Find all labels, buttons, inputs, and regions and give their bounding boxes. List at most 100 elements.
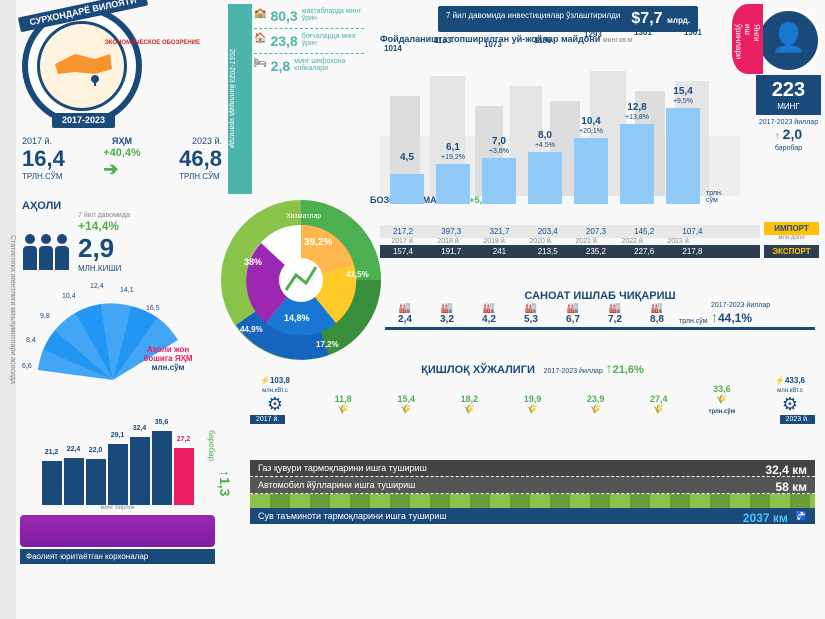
- region-emblem: СУРХОНДАРЁ ВИЛОЯТИ 2017-2023 ЭКОНОМИЧЕСК…: [22, 6, 142, 126]
- school-icon: 🏫: [254, 8, 266, 24]
- jobs-block: Янги иш ўринлари 👤 223 МИНГ 2017-2023 йи…: [756, 8, 821, 153]
- yaxm-val-to: 46,8: [179, 146, 222, 172]
- sector-donut: 39,2% 38% 14,8% 41,5% 17,2% 44,9% Хизмат…: [216, 195, 386, 365]
- period-text: 2017-2023: [62, 115, 105, 125]
- cerr-label: ЭКОНОМИЧЕСКОЕ ОБОЗРЕНИЕ: [104, 40, 200, 46]
- factory-icon: 🏭: [525, 303, 537, 314]
- factory-icon: 🏭: [441, 303, 453, 314]
- yaxm-values: 16,4 ТРЛН.СЎМ +40,4% ➔ 46,8 ТРЛН.СЎМ: [22, 146, 222, 181]
- gas-road: Газ қувури тармоқларини ишга тушириш 32,…: [250, 460, 815, 477]
- enterprises-block: 21,2 22,4 22,0 29,1 32,4 35,6 27,2 минг …: [20, 420, 215, 564]
- yaxm-year-to: 2023 й.: [192, 136, 222, 146]
- wheat-icon: 🌾: [401, 404, 412, 414]
- yaxm-unit-from: ТРЛН.СЎМ: [22, 172, 65, 181]
- agri-row: ⚡103,8 млн.кВт.с ⚙ 11,8🌾 15,4🌾 18,2🌾 19,…: [250, 376, 815, 415]
- trade-labels: ИМПОРТ млн.долл ЭКСПОРТ: [764, 222, 819, 258]
- yaxm-unit-to: ТРЛН.СЎМ: [179, 172, 222, 181]
- industry-row: 🏭2,4 🏭3,2 🏭4,2 🏭5,3 🏭6,7 🏭7,2 🏭8,8 трлн.…: [385, 302, 815, 325]
- pop-unit: МЛН.КИШИ: [78, 264, 130, 273]
- percap-fan: 6,6 8,4 9,8 10,4 12,4 14,1 16,5 Аҳоли жо…: [18, 275, 188, 405]
- wheat-icon: 🌾: [527, 404, 538, 414]
- investment-banner: 7 йил давомида инвестициялар ўзлаштирилд…: [438, 6, 698, 32]
- yaxm-growth: +40,4% ➔: [103, 147, 141, 180]
- yaxm-year-from: 2017 й.: [22, 136, 52, 146]
- population-block: АҲОЛИ 7 йил давомида +14,4% 2,9 МЛН.КИШИ: [22, 200, 222, 273]
- yaxm-years: 2017 й. ЯҲМ 2023 й.: [22, 136, 222, 146]
- infra-hospital: 🛏 2,8 минг шифохона койкалари: [254, 54, 364, 78]
- factory-icon: 🏭: [651, 303, 663, 314]
- jobs-growth: ↑ 2,0 баробар: [756, 126, 821, 153]
- tap-icon: 🚰: [796, 511, 807, 522]
- wheat-icon: 🌾: [464, 404, 475, 414]
- credit-text: Статистика агентлиги маълумотлари асосид…: [9, 235, 16, 384]
- medal-inner: [37, 21, 127, 111]
- people-icons: [22, 232, 70, 273]
- ent-growth: ↑1,3: [217, 470, 233, 496]
- industry-title: САНОАТ ИШЛАБ ЧИҚАРИШ: [385, 290, 815, 302]
- infra-items: 🏫 80,3 мактабларда минг ўрин 🏠 23,8 боғч…: [254, 4, 364, 78]
- housing-bars: 4,5 +19,2%6,1 +3,8%7,0 +4,5%8,0 +20,1%10…: [380, 74, 740, 204]
- bolt-icon: ⚡: [775, 376, 785, 385]
- wheat-icon: 🌾: [653, 404, 664, 414]
- industry-block: САНОАТ ИШЛАБ ЧИҚАРИШ 🏭2,4 🏭3,2 🏭4,2 🏭5,3…: [385, 290, 815, 330]
- infra-schools: 🏫 80,3 мактабларда минг ўрин: [254, 4, 364, 29]
- export-row: 157,4 191,7 241 213,5 235,2 227,6 217,8: [380, 245, 760, 258]
- pop-label: АҲОЛИ: [22, 200, 222, 212]
- fan-icon: [18, 275, 188, 405]
- yaxm-from: 16,4 ТРЛН.СЎМ: [22, 146, 65, 181]
- yaxm-val-from: 16,4: [22, 146, 65, 172]
- factory-icon: 🏭: [399, 303, 411, 314]
- import-label: ИМПОРТ: [764, 222, 819, 235]
- donut-icon: [216, 195, 386, 365]
- pop-numbers: 7 йил давомида +14,4% 2,9 МЛН.КИШИ: [78, 212, 130, 273]
- inv-text: 7 йил давомида инвестициялар ўзлаштирилд…: [446, 11, 620, 20]
- elec-right: ⚡433,6 млн.кВт.с ⚙: [765, 376, 815, 415]
- up-arrow-icon: ↑: [775, 131, 780, 142]
- trade-block: 217,2 397,3 321,7 203,4 207,3 145,2 107,…: [380, 225, 760, 258]
- ent-unit: минг бирлик: [20, 505, 215, 511]
- wheat-icon: 🌾: [716, 394, 727, 404]
- agri-block: ҚИШЛОҚ ХЎЖАЛИГИ 2017-2023 йиллар ↑21,6% …: [250, 360, 815, 424]
- hospital-icon: 🛏: [254, 58, 267, 74]
- map-icon: [40, 24, 130, 114]
- magnifier-icon: 👤: [759, 11, 818, 54]
- factory-icon: 🏭: [609, 303, 621, 314]
- wheat-icon: 🌾: [338, 404, 349, 414]
- pop-growth: +14,4%: [78, 219, 130, 233]
- auto-road: Автомобил йўлларини ишга тушириш 58 км: [250, 477, 815, 494]
- agri-header: ҚИШЛОҚ ХЎЖАЛИГИ 2017-2023 йиллар ↑21,6%: [250, 360, 815, 376]
- infra-kinder: 🏠 23,8 боғчаларда минг ўрин: [254, 29, 364, 54]
- percap-label: Аҳоли жон бошига ЯҲМ млн.сўм: [138, 345, 198, 372]
- elec-left: ⚡103,8 млн.кВт.с ⚙: [250, 376, 300, 415]
- yaxm-block: 2017 й. ЯҲМ 2023 й. 16,4 ТРЛН.СЎМ +40,4%…: [22, 136, 222, 181]
- housing-block: Фойдаланишга топширилган уй-жойлар майдо…: [380, 34, 740, 204]
- jobs-period: 2017-2023 йиллар: [756, 119, 821, 126]
- infra-band: 2017-2023 йилларда яратилди: [228, 4, 252, 194]
- ent-growth-unit: баробар: [207, 430, 216, 461]
- jobs-value-box: 223 МИНГ: [756, 75, 821, 115]
- jobs-curve: Янги иш ўринлари: [732, 4, 763, 74]
- pop-note: 7 йил давомида: [78, 212, 130, 219]
- crowd-icon: [20, 515, 215, 547]
- industry-period: 2017-2023 йиллар ↑44,1%: [711, 302, 771, 325]
- import-row: 217,2 397,3 321,7 203,4 207,3 145,2 107,…: [380, 225, 760, 238]
- grass-strip: [250, 494, 815, 508]
- pop-value: 2,9: [78, 233, 130, 264]
- jobs-circle: 👤: [756, 8, 821, 73]
- factory-icon: 🏭: [483, 303, 495, 314]
- inv-value: $7,7 млрд.: [631, 10, 690, 28]
- credit-strip: Статистика агентлиги маълумотлари асосид…: [0, 0, 16, 619]
- yaxm-to: 46,8 ТРЛН.СЎМ: [179, 146, 222, 181]
- pylon-icon: ⚙: [782, 394, 798, 414]
- ent-label: Фаолият юритаётган корхоналар: [20, 549, 215, 564]
- export-label: ЭКСПОРТ: [764, 245, 819, 258]
- year-row: 2017 й. 2018 й. 2019 й. 2020 й. 2021 й. …: [380, 238, 760, 245]
- factory-icon: 🏭: [567, 303, 579, 314]
- bolt-icon: ⚡: [260, 376, 270, 385]
- yaxm-label: ЯҲМ: [112, 136, 132, 146]
- arrow-icon: ➔: [103, 159, 141, 180]
- infra-band-label: 2017-2023 йилларда яратилди: [228, 4, 235, 194]
- roads-block: Газ қувури тармоқларини ишга тушириш 32,…: [250, 460, 815, 525]
- jobs-value: 223: [756, 79, 821, 102]
- house-icon: 🏠: [254, 33, 266, 49]
